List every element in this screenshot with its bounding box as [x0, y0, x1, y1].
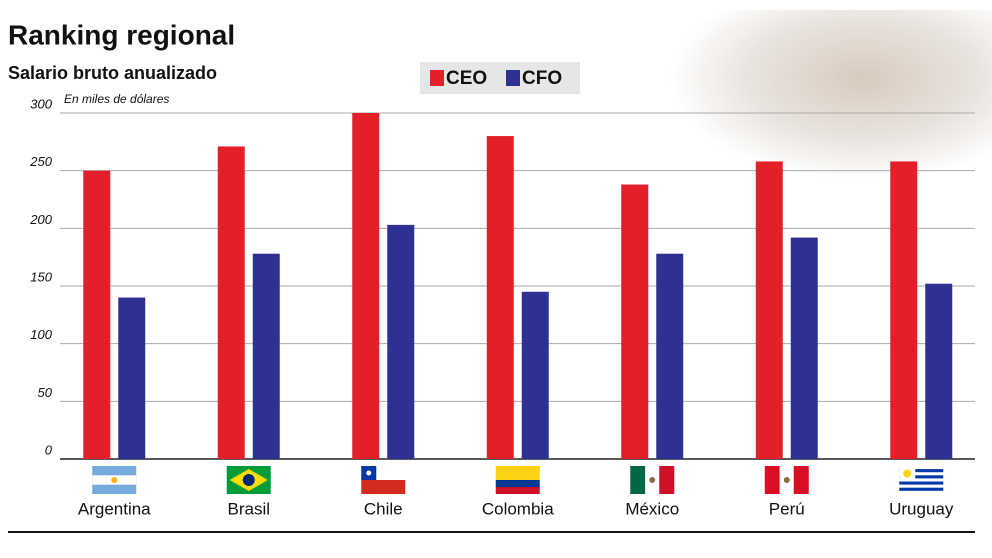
flag-star: [366, 470, 372, 476]
flag: [764, 466, 809, 494]
flag-stripe: [899, 487, 944, 491]
x-tick-label: Brasil: [227, 499, 270, 518]
flag-stripe: [630, 466, 646, 494]
legend-box: [420, 62, 580, 94]
bar: [621, 184, 649, 460]
y-tick-label: 250: [29, 154, 52, 169]
flag-sun: [903, 469, 912, 478]
y-tick-label: 50: [38, 385, 53, 400]
y-tick-label: 100: [30, 327, 52, 342]
flag-stripe: [899, 481, 944, 485]
x-tick-label: México: [625, 499, 679, 518]
bar: [252, 253, 280, 459]
flag: [92, 466, 137, 494]
flag-stripe: [764, 466, 780, 494]
y-tick-label: 200: [29, 212, 52, 227]
flag: [361, 466, 406, 494]
bar: [521, 291, 549, 459]
flag: [899, 466, 944, 494]
x-tick-label: Perú: [769, 499, 805, 518]
bar: [925, 283, 953, 459]
flag-stripe: [793, 466, 809, 494]
flag-sun: [111, 477, 118, 483]
bar: [890, 161, 918, 459]
bar: [217, 146, 245, 460]
flag: [226, 466, 271, 494]
y-tick-label: 150: [30, 269, 52, 284]
y-tick-label: 0: [45, 442, 53, 457]
bar: [83, 170, 111, 459]
flag-stripe: [495, 480, 540, 487]
flag-stripe: [899, 469, 944, 473]
chart-title: Ranking regional: [8, 19, 235, 50]
y-tick-label: 300: [30, 96, 52, 111]
flag-emblem: [783, 477, 790, 483]
legend-label: CEO: [446, 68, 487, 89]
x-tick-label: Colombia: [482, 499, 554, 518]
flag-stripe: [659, 466, 675, 494]
flag-globe: [242, 474, 255, 486]
bar: [486, 136, 514, 460]
x-tick-label: Chile: [364, 499, 403, 518]
x-tick-label: Argentina: [78, 499, 151, 518]
background-photo: [670, 10, 992, 180]
bar: [656, 253, 684, 459]
y-axis-label: En miles de dólares: [64, 92, 169, 106]
chart-subtitle: Salario bruto anualizado: [8, 63, 217, 83]
flag-stripe: [495, 466, 540, 480]
bar: [118, 297, 146, 459]
legend-label: CFO: [522, 68, 562, 89]
bar: [755, 161, 783, 459]
bar: [387, 224, 415, 459]
bar: [790, 237, 818, 459]
flag-stripe: [361, 480, 406, 494]
legend-swatch: [506, 70, 520, 86]
bar: [352, 113, 380, 459]
flag-emblem: [649, 477, 656, 483]
flag: [495, 466, 540, 494]
legend-swatch: [430, 70, 444, 86]
flag-stripe: [899, 475, 944, 479]
flag: [630, 466, 675, 494]
x-tick-label: Uruguay: [889, 499, 954, 518]
flag-stripe: [495, 487, 540, 494]
